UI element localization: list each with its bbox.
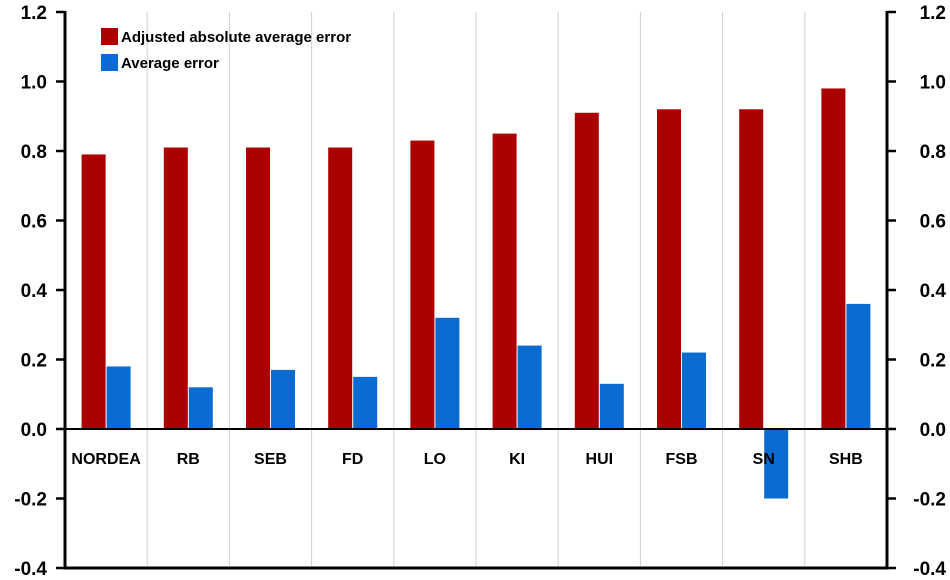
- bar-adjusted-absolute-average-error-nordea: [82, 154, 106, 429]
- bar-adjusted-absolute-average-error-rb: [164, 148, 188, 429]
- y-tick-label-left: 0.6: [21, 212, 47, 233]
- y-tick-label-left: 1.2: [21, 3, 47, 24]
- y-tick-label-left: 0.2: [21, 351, 47, 372]
- x-tick-label-ki: KI: [509, 451, 525, 468]
- y-tick-label-right: 0.0: [920, 420, 946, 441]
- y-axis-left-ticks: -0.4 -0.2 0.0 0.2 0.4 0.6 0.8 1.0 1.2: [14, 3, 65, 580]
- legend-label-average-error: Average error: [121, 55, 219, 72]
- y-axis-right-ticks: -0.4 -0.2 0.0 0.2 0.4 0.6 0.8 1.0 1.2: [887, 3, 946, 580]
- y-tick-label-left: 0.0: [21, 420, 47, 441]
- y-tick-label-left: -0.2: [14, 490, 47, 511]
- y-tick-label-left: 1.0: [21, 73, 47, 94]
- bar-adjusted-absolute-average-error-fsb: [657, 109, 681, 429]
- bar-average-error-hui: [600, 384, 624, 429]
- bar-average-error-shb: [846, 304, 870, 429]
- y-tick-label-left: 0.8: [21, 142, 47, 163]
- y-tick-label-left: 0.4: [21, 281, 48, 302]
- y-tick-label-right: 0.4: [920, 281, 947, 302]
- bar-adjusted-absolute-average-error-ki: [493, 134, 517, 429]
- x-tick-label-fd: FD: [342, 451, 363, 468]
- legend-swatch-average-error: [101, 54, 118, 71]
- y-tick-label-left: -0.4: [14, 559, 47, 580]
- x-tick-label-nordea: NORDEA: [71, 451, 141, 468]
- x-tick-label-rb: RB: [177, 451, 200, 468]
- bar-adjusted-absolute-average-error-seb: [246, 148, 270, 429]
- bar-adjusted-absolute-average-error-shb: [821, 88, 845, 429]
- bar-adjusted-absolute-average-error-fd: [328, 148, 352, 429]
- bar-average-error-fsb: [682, 353, 706, 429]
- x-tick-label-shb: SHB: [829, 451, 863, 468]
- bar-adjusted-absolute-average-error-sn: [739, 109, 763, 429]
- chart-gridlines: [147, 12, 805, 568]
- bar-average-error-rb: [189, 387, 213, 429]
- x-axis-category-labels: NORDEA RB SEB FD LO KI HUI FSB SN SHB: [71, 451, 862, 468]
- bar-average-error-nordea: [107, 366, 131, 429]
- legend-swatch-adjusted-absolute-average-error: [101, 28, 118, 45]
- y-tick-label-right: 0.8: [920, 142, 946, 163]
- y-tick-label-right: 0.6: [920, 212, 946, 233]
- bar-average-error-lo: [435, 318, 459, 429]
- x-tick-label-fsb: FSB: [666, 451, 698, 468]
- x-tick-label-hui: HUI: [586, 451, 614, 468]
- x-tick-label-lo: LO: [424, 451, 446, 468]
- x-tick-label-sn: SN: [753, 451, 775, 468]
- y-tick-label-right: 1.0: [920, 73, 946, 94]
- bar-average-error-seb: [271, 370, 295, 429]
- y-tick-label-right: -0.2: [913, 490, 946, 511]
- bar-average-error-ki: [518, 346, 542, 429]
- y-tick-label-right: 0.2: [920, 351, 946, 372]
- y-tick-label-right: -0.4: [913, 559, 946, 580]
- legend-label-adjusted-absolute-average-error: Adjusted absolute average error: [121, 29, 351, 46]
- bar-adjusted-absolute-average-error-hui: [575, 113, 599, 429]
- bar-average-error-fd: [353, 377, 377, 429]
- legend: Adjusted absolute average error Average e…: [101, 28, 351, 72]
- y-tick-label-right: 1.2: [920, 3, 946, 24]
- x-tick-label-seb: SEB: [254, 451, 287, 468]
- bar-adjusted-absolute-average-error-lo: [410, 141, 434, 429]
